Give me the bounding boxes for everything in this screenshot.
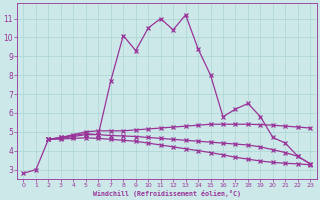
X-axis label: Windchill (Refroidissement éolien,°C): Windchill (Refroidissement éolien,°C) — [93, 190, 241, 197]
